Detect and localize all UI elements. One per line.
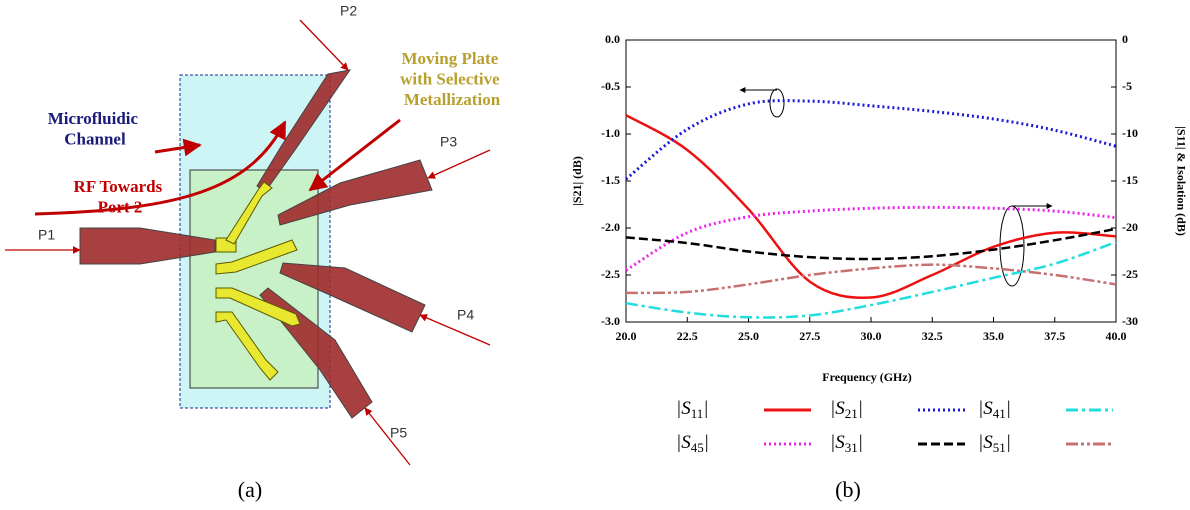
caption: (a) bbox=[238, 477, 262, 502]
y2-axis-label: |S11| & Isolation (dB) bbox=[1174, 126, 1188, 236]
port-arrow bbox=[300, 20, 348, 70]
channel-label: Microfluidic Channel bbox=[48, 109, 143, 148]
x-tick-label: 35.0 bbox=[983, 329, 1004, 343]
port-arrow bbox=[428, 150, 490, 178]
x-tick-label: 32.5 bbox=[922, 329, 943, 343]
legend-label: |S45| bbox=[676, 432, 709, 455]
port-arrow bbox=[420, 315, 490, 345]
port-label: P2 bbox=[340, 3, 357, 19]
series-line bbox=[626, 242, 1116, 317]
y2-tick-label: -15 bbox=[1122, 173, 1138, 187]
diagram: Microfluidic Channel Moving Plate with S… bbox=[5, 3, 504, 502]
y2-tick-label: -30 bbox=[1122, 314, 1138, 328]
legend-label: |S51| bbox=[978, 432, 1011, 455]
y-tick-label: -0.5 bbox=[601, 79, 620, 93]
series-line bbox=[626, 101, 1116, 180]
legend-label: |S21| bbox=[830, 398, 863, 421]
y-axis-label: |S21| (dB) bbox=[570, 156, 584, 206]
y2-tick-label: -25 bbox=[1122, 267, 1138, 281]
port-label: P1 bbox=[38, 227, 55, 243]
y-tick-label: -3.0 bbox=[601, 314, 620, 328]
y-tick-label: -2.5 bbox=[601, 267, 620, 281]
plate-label: Moving Plate with Selective Metallizatio… bbox=[400, 49, 504, 109]
y2-tick-label: -20 bbox=[1122, 220, 1138, 234]
y-tick-label: -2.0 bbox=[601, 220, 620, 234]
port-label: P4 bbox=[457, 307, 474, 323]
x-axis-label: Frequency (GHz) bbox=[822, 370, 911, 384]
plot-frame bbox=[626, 40, 1116, 322]
y-tick-label: -1.5 bbox=[601, 173, 620, 187]
x-tick-label: 27.5 bbox=[799, 329, 820, 343]
y-tick-label: -1.0 bbox=[601, 126, 620, 140]
x-tick-label: 25.0 bbox=[738, 329, 759, 343]
x-tick-label: 20.0 bbox=[616, 329, 637, 343]
x-tick-label: 40.0 bbox=[1106, 329, 1127, 343]
y2-tick-label: -5 bbox=[1122, 79, 1132, 93]
x-tick-label: 37.5 bbox=[1044, 329, 1065, 343]
y2-tick-label: -10 bbox=[1122, 126, 1138, 140]
y2-tick-label: 0 bbox=[1122, 32, 1128, 46]
y-tick-label: 0.0 bbox=[605, 32, 620, 46]
chart: Frequency (GHz) |S21| (dB) |S11| & Isola… bbox=[570, 32, 1189, 502]
legend-label: |S41| bbox=[978, 398, 1011, 421]
series-line bbox=[626, 207, 1116, 270]
caption: (b) bbox=[835, 477, 861, 502]
legend-label: |S11| bbox=[676, 398, 709, 421]
port-label: P5 bbox=[390, 425, 407, 441]
legend-label: |S31| bbox=[830, 432, 863, 455]
series-line bbox=[626, 265, 1116, 293]
x-tick-label: 30.0 bbox=[861, 329, 882, 343]
annotation-ellipse bbox=[770, 89, 784, 117]
figure: Microfluidic Channel Moving Plate with S… bbox=[0, 0, 1190, 510]
port-label: P3 bbox=[440, 134, 457, 150]
x-tick-label: 22.5 bbox=[677, 329, 698, 343]
